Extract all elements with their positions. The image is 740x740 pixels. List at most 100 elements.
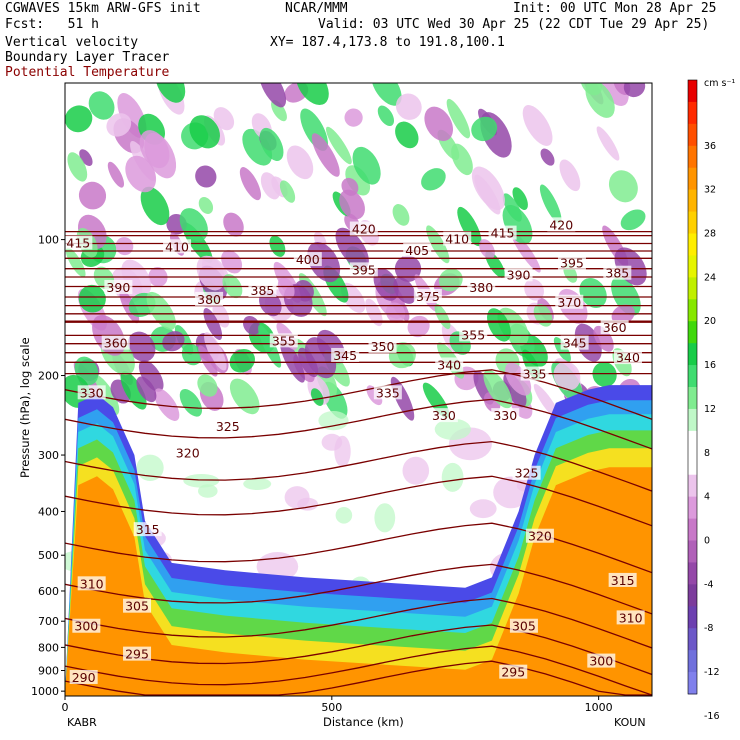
updraft-cell: [296, 83, 329, 106]
downdraft-cell: [203, 308, 223, 340]
downdraft-cell: [385, 302, 406, 323]
field-potential-temperature: Potential Temperature: [5, 65, 170, 80]
contour-label: 330: [80, 385, 104, 400]
downdraft-cell: [304, 337, 337, 379]
downdraft-cell: [239, 167, 261, 201]
colorbar-tick-label: 32: [704, 185, 716, 196]
colorbar-swatch: [688, 628, 697, 651]
x-axis-label: Distance (km): [323, 715, 404, 729]
downdraft-cell: [424, 106, 454, 142]
downdraft-cell: [138, 359, 164, 392]
weak-motion-cell: [402, 456, 430, 485]
colorbar-swatch: [688, 145, 697, 169]
y-tick-label: 500: [38, 549, 59, 562]
colorbar-swatch: [688, 672, 697, 695]
colorbar-frame: [687, 79, 698, 695]
updraft-cell: [198, 197, 214, 214]
weak-motion-cell: [318, 411, 349, 431]
contour-label: 305: [512, 619, 536, 634]
y-tick-label: 800: [38, 641, 59, 654]
contour-label: 300: [74, 619, 98, 634]
contour-label-bg: [560, 335, 589, 350]
updraft-cell: [65, 105, 93, 133]
colorbar-swatch: [688, 101, 697, 125]
downdraft-cell: [395, 93, 422, 120]
y-tick-label: 600: [38, 585, 59, 598]
contour-label: 320: [528, 529, 552, 544]
y-tick-label: 100: [38, 234, 59, 247]
contour-label-bg: [77, 385, 106, 400]
downdraft-cell: [277, 277, 295, 299]
contour-label: 355: [272, 333, 296, 348]
contour-label-bg: [349, 262, 378, 277]
colorbar-swatch: [688, 496, 697, 519]
updraft-cell: [271, 99, 287, 122]
updraft-cell: [579, 278, 607, 308]
downdraft-cell: [259, 83, 287, 108]
updraft-cell: [310, 388, 324, 406]
contour-label: 360: [104, 336, 128, 351]
colorbar-tick-label: 28: [704, 229, 716, 240]
contour-label: 330: [432, 408, 456, 423]
colorbar-unit: cm s⁻¹: [704, 78, 735, 89]
updraft-cell: [539, 184, 562, 224]
potential-temperature-labels: 415 410 420 410 415 420 400 405 395 395 390 390 385 3…: [65, 217, 645, 685]
contour-label-bg: [525, 528, 554, 543]
downdraft-cell: [213, 107, 235, 131]
colorbar-swatch: [688, 584, 697, 607]
contour-label: 340: [437, 357, 461, 372]
contour-label-bg: [429, 408, 458, 423]
downdraft-cell: [553, 361, 581, 391]
y-tick-label: 700: [38, 615, 59, 628]
updraft-cell: [592, 361, 617, 388]
colorbar-swatch: [688, 562, 697, 585]
updraft-cell: [451, 143, 473, 176]
updraft-cell: [371, 83, 402, 106]
downdraft-cell: [505, 362, 532, 396]
potential-temperature-contours: [65, 230, 652, 696]
downdraft-cell: [136, 376, 157, 403]
downdraft-cell: [344, 108, 363, 127]
downdraft-cell: [195, 165, 217, 188]
contour-label: 355: [461, 327, 485, 342]
colorbar-swatch: [688, 387, 697, 410]
colorbar-swatch: [688, 123, 697, 147]
theta-contour: [65, 522, 652, 574]
downdraft-cell: [623, 83, 646, 98]
x-tick-label: 1000: [585, 701, 613, 714]
contour-label: 345: [333, 348, 357, 363]
contour-label: 325: [515, 466, 539, 481]
updraft-cell: [325, 126, 352, 165]
updraft-cell: [279, 180, 296, 203]
colorbar-swatch: [688, 408, 697, 432]
field-boundary-layer-tracer: Boundary Layer Tracer: [5, 50, 170, 65]
downdraft-cell: [339, 189, 365, 220]
colorbar-tick-label: 12: [704, 404, 716, 415]
x-tick-label: 500: [321, 701, 342, 714]
contour-label: 295: [125, 647, 149, 662]
downdraft-cell: [474, 174, 501, 215]
downdraft-cell: [106, 113, 132, 137]
contour-label-bg: [213, 418, 242, 433]
downdraft-cell: [221, 250, 243, 274]
downdraft-cell: [139, 130, 170, 169]
cross-section-coords: XY= 187.4,173.8 to 191.8,100.1: [270, 35, 505, 50]
colorbar-swatch: [688, 255, 697, 278]
weak-motion-cell: [136, 454, 164, 481]
contour-label-bg: [600, 320, 629, 335]
endpoint-right-label: KOUN: [614, 716, 646, 729]
colorbar-tick-label: -16: [704, 711, 720, 722]
colorbar-swatch: [688, 606, 697, 629]
downdraft-cell: [78, 181, 107, 210]
contour-label: 385: [251, 283, 275, 298]
contour-label-bg: [603, 265, 632, 280]
y-tick-label: 900: [38, 664, 59, 677]
weak-motion-cell: [321, 433, 343, 451]
contour-label: 405: [405, 243, 429, 258]
theta-contour: [65, 398, 652, 450]
downdraft-cell: [280, 339, 305, 383]
contour-label-bg: [613, 350, 642, 365]
contour-label-bg: [123, 646, 152, 661]
x-tick-label: 0: [62, 701, 69, 714]
colorbar-tick-label: 16: [704, 360, 716, 371]
